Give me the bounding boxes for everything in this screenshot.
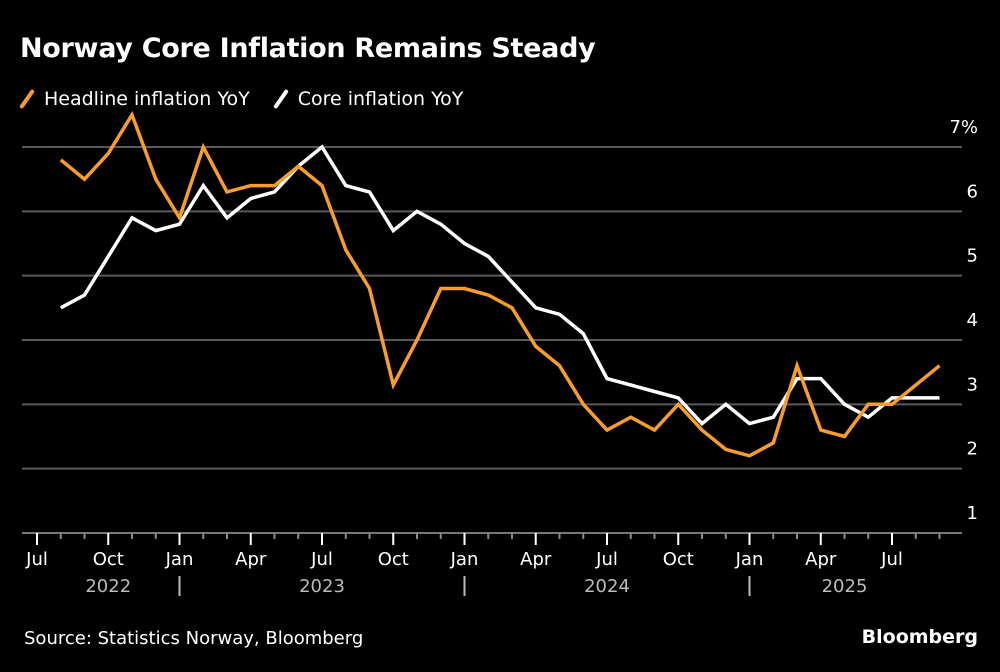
legend-label-headline: Headline inflation YoY [44,88,250,110]
x-tick-label: Jul [310,549,333,570]
y-tick-label: 2 [967,439,978,460]
x-tick-label: Jan [165,549,194,570]
y-tick-label: 4 [967,310,978,331]
y-tick-label: 7% [949,117,978,138]
x-tick-label: Jan [735,549,764,570]
x-year-label: 2025 [822,576,868,597]
legend-item-headline: Headline inflation YoY [20,88,250,110]
x-tick-label: Oct [93,549,124,570]
bloomberg-logo: Bloomberg [861,626,978,648]
gridlines [22,146,962,470]
x-tick-label: Jul [880,549,903,570]
legend-label-core: Core inflation YoY [297,88,464,110]
x-tick-label: Oct [663,549,694,570]
x-year-label: 2024 [584,576,630,597]
x-tick-label: Apr [805,549,837,570]
headline-inflation-line [59,110,941,458]
x-axis: Jul Oct Jan Apr Jul Oct Jan Apr Jul Oct Jan Apr Jul 2… [22,532,962,597]
x-tick-label: Jan [450,549,479,570]
series-lines [59,110,941,458]
x-tick-label: Oct [378,549,409,570]
y-tick-label: 1 [967,503,978,524]
chart-title: Norway Core Inflation Remains Steady [20,33,596,64]
source-note: Source: Statistics Norway, Bloomberg [24,628,364,649]
core-inflation-line [59,144,940,426]
x-tick-label: Jul [25,549,48,570]
x-year-label: 2023 [299,576,345,597]
y-tick-label: 3 [967,374,978,395]
x-tick-label: Apr [520,549,552,570]
x-year-label: 2022 [85,576,131,597]
y-axis-labels: 1 2 3 4 5 6 7% [949,117,978,524]
y-tick-label: 6 [967,181,978,202]
legend-item-core: Core inflation YoY [274,88,464,110]
x-tick-label: Jul [595,549,618,570]
legend: Headline inflation YoY Core inflation Yo… [20,88,487,110]
y-tick-label: 5 [967,246,978,267]
x-tick-label: Apr [235,549,267,570]
